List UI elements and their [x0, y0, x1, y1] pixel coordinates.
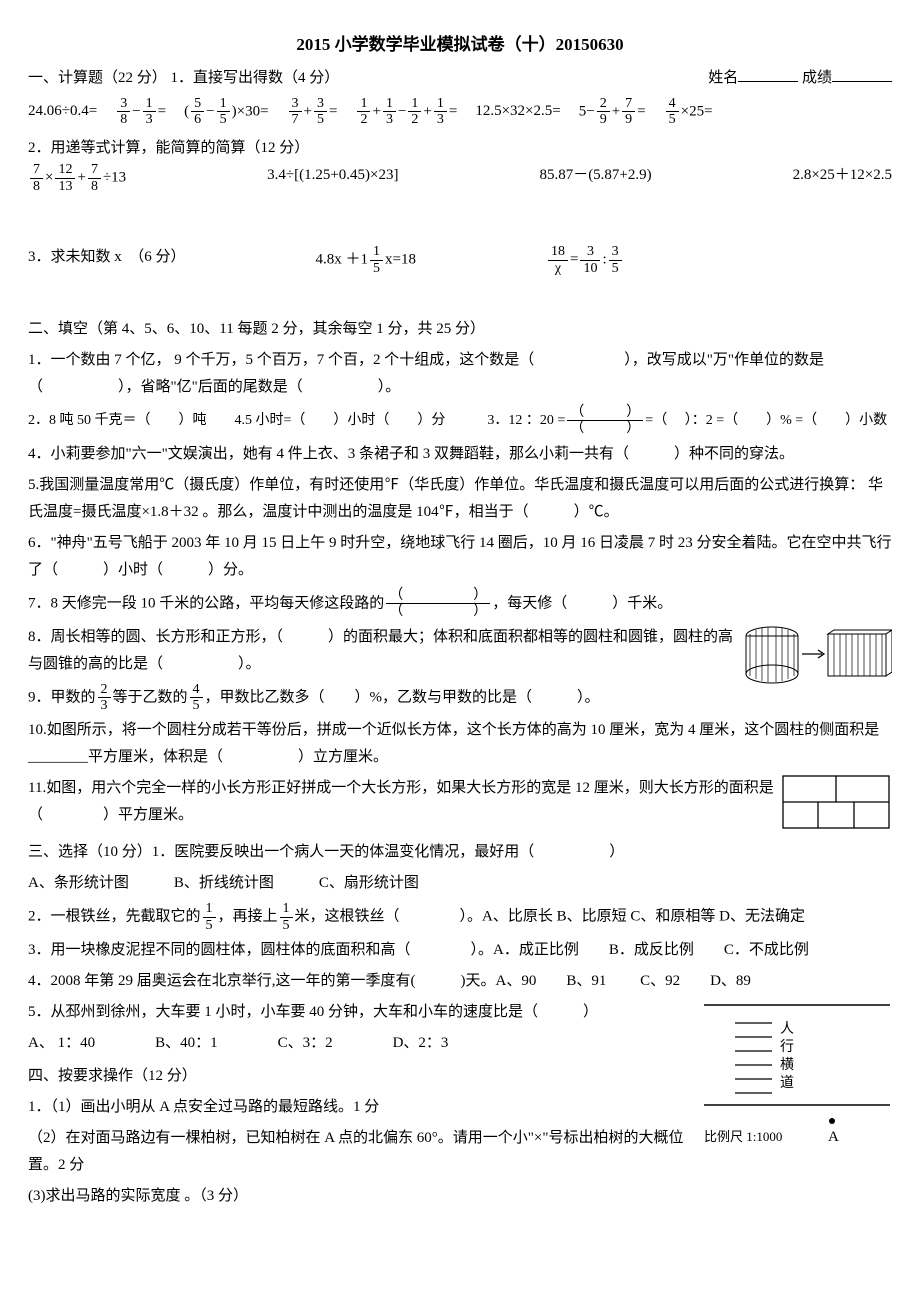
choice-q2: 2．一根铁丝，先截取它的15，再接上15米，这根铁丝（ ）。A、比原长 B、比原… [28, 901, 892, 933]
score-blank [832, 67, 892, 82]
choice-title: 三、选择（10 分）1．医院要反映出一个病人一天的体温变化情况，最好用（ ） [28, 839, 892, 866]
fill-title: 二、填空（第 4、5、6、10、11 每题 2 分，其余每空 1 分，共 25 … [28, 316, 892, 343]
name-blank [738, 67, 798, 82]
svg-text:比例尺 1:1000: 比例尺 1:1000 [704, 1129, 782, 1144]
svg-text:人: 人 [780, 1021, 794, 1037]
solve-2: 18χ=310:35 [546, 244, 624, 276]
expr-4: 37+35= [287, 96, 338, 128]
op-q3: (3)求出马路的实际宽度 。（3 分） [28, 1183, 892, 1210]
fill-q2: 2．8 吨 50 千克＝（ ）吨 4.5 小时=（ ）小时（ ）分 3．12 ：… [28, 405, 892, 437]
sec-calc: 2．用递等式计算，能简算的简算（12 分） 78×1213+78÷13 3.4÷… [28, 135, 892, 194]
sec3-title: 3．求未知数 x （6 分） [28, 244, 186, 276]
choice-q4: 4．2008 年第 29 届奥运会在北京举行,这一年的第一季度有( )天。A、9… [28, 968, 892, 995]
cylinder-diagram-icon [742, 624, 892, 686]
calc-1: 78×1213+78÷13 [28, 162, 126, 194]
calc-2: 3.4÷[(1.25+0.45)×23] [267, 162, 398, 194]
expr-2: 38−13= [115, 96, 166, 128]
expr-8: 45×25= [664, 96, 713, 128]
expr-7: 5−29+79= [579, 96, 646, 128]
solve-1: 4.8x ＋115x=18 [316, 244, 416, 276]
road-diagram-icon: 人 行 横 道 A 比例尺 1:1000 [702, 1003, 892, 1173]
expr-6: 12.5×32×2.5= [475, 98, 560, 125]
fill-q1: 1．一个数由 7 个亿， 9 个千万，5 个百万，7 个百，2 个十组成，这个数… [28, 347, 892, 401]
expr-5: 12+13−12+13= [355, 96, 457, 128]
fill-q6: 6．"神舟"五号飞船于 2003 年 10 月 15 日上午 9 时升空，绕地球… [28, 530, 892, 584]
rect-diagram-icon [782, 775, 892, 831]
fill-q4: 4．小莉要参加"六一"文娱演出，她有 4 件上衣、3 条裙子和 3 双舞蹈鞋，那… [28, 441, 892, 468]
calc-3: 85.87－(5.87+2.9) [539, 162, 651, 194]
expr-1: 24.06÷0.4= [28, 98, 97, 125]
svg-text:横: 横 [780, 1057, 794, 1073]
calc-row: 78×1213+78÷13 3.4÷[(1.25+0.45)×23] 85.87… [28, 162, 892, 194]
exam-title: 2015 小学数学毕业模拟试卷（十）20150630 [28, 30, 892, 61]
score-label: 成绩 [802, 70, 832, 86]
section1-title: 一、计算题（22 分） 1．直接写出得数（4 分） [28, 65, 339, 92]
calc-4: 2.8×25＋12×2.5 [793, 162, 892, 194]
name-label: 姓名 [708, 70, 738, 86]
sec2-title: 2．用递等式计算，能简算的简算（12 分） [28, 135, 892, 162]
fill-q10: 10.如图所示，将一个圆柱分成若干等份后，拼成一个近似长方体，这个长方体的高为 … [28, 717, 892, 771]
mental-calc-row: 24.06÷0.4= 38−13= (56−15)×30= 37+35= 12+… [28, 96, 892, 128]
header-line: 一、计算题（22 分） 1．直接写出得数（4 分） 姓名 成绩 [28, 65, 892, 92]
sec-solve: 3．求未知数 x （6 分） 4.8x ＋115x=18 18χ=310:35 [28, 244, 892, 276]
sec-fill: 二、填空（第 4、5、6、10、11 每题 2 分，其余每空 1 分，共 25 … [28, 316, 892, 833]
svg-text:道: 道 [780, 1075, 794, 1091]
svg-text:行: 行 [780, 1039, 794, 1055]
choice-q3: 3．用一块橡皮泥捏不同的圆柱体，圆柱体的底面积和高（ ）。A．成正比例 B．成反… [28, 937, 892, 964]
fill-q5: 5.我国测量温度常用℃（摄氏度）作单位，有时还使用℉（华氏度）作单位。华氏温度和… [28, 472, 892, 526]
name-score: 姓名 成绩 [708, 65, 892, 92]
expr-3: (56−15)×30= [184, 96, 268, 128]
choice-q1-opts: A、条形统计图 B、折线统计图 C、扇形统计图 [28, 870, 892, 897]
fill-q11: 11.如图，用六个完全一样的小长方形正好拼成一个大长方形，如果大长方形的宽是 1… [28, 775, 892, 829]
svg-text:A: A [828, 1129, 839, 1145]
fill-q9: 9．甲数的23等于乙数的45，甲数比乙数多（ ）%，乙数与甲数的比是（ ）。 [28, 682, 892, 714]
fill-q7: 7．8 天修完一段 10 千米的公路，平均每天修这段路的（ ）（ ），每天修（ … [28, 588, 892, 620]
sec-choice: 三、选择（10 分）1．医院要反映出一个病人一天的体温变化情况，最好用（ ） A… [28, 839, 892, 1057]
